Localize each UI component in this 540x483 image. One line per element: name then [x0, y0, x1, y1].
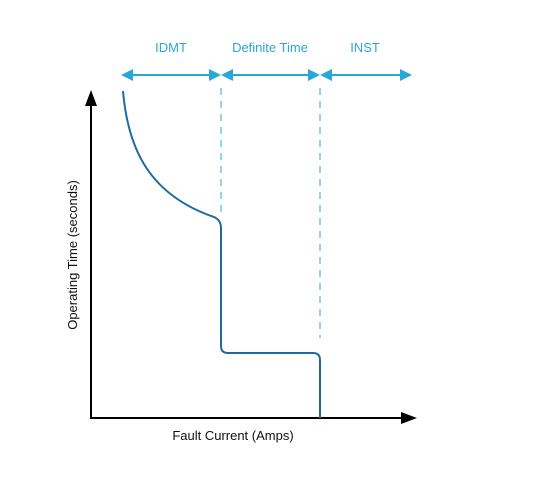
- region-label-idmt: IDMT: [155, 40, 187, 55]
- definite-time-arrow-right-head: [308, 69, 320, 81]
- inst-arrow-left-head: [320, 69, 332, 81]
- region-arrows: [121, 69, 412, 81]
- x-axis-arrowhead: [401, 412, 417, 424]
- region-label-inst: INST: [350, 40, 380, 55]
- x-axis-label: Fault Current (Amps): [172, 428, 293, 443]
- y-axis-arrowhead: [85, 90, 97, 106]
- operating-time-curve: [122, 90, 321, 418]
- inst-arrow-right-head: [400, 69, 412, 81]
- definite-time-arrow-left-head: [221, 69, 233, 81]
- idmt-arrow-left-head: [121, 69, 133, 81]
- idmt-arrow-right-head: [209, 69, 221, 81]
- y-axis-label: Operating Time (seconds): [65, 180, 80, 330]
- region-label-definite-time: Definite Time: [232, 40, 308, 55]
